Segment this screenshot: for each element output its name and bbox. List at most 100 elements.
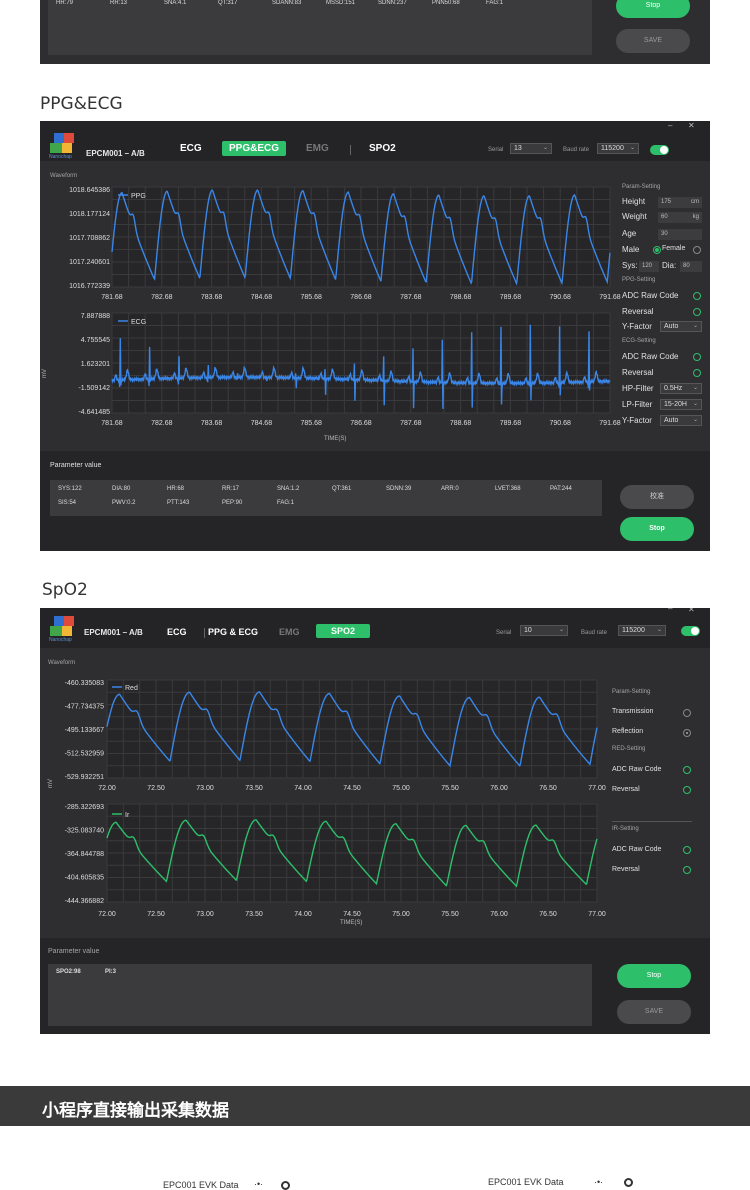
lp-filter-select[interactable]: 15-20H ⌄ — [660, 399, 702, 410]
x-tick-label: 76.50 — [539, 911, 557, 918]
transmission-radio[interactable] — [683, 709, 691, 717]
section-title-spo2: SpO2 — [42, 580, 88, 600]
ppg-chart: 1018.645386 1018.177124 1017.708862 1017.24… — [42, 186, 621, 442]
ir-reversal-radio[interactable] — [683, 866, 691, 874]
ir-adc-radio[interactable] — [683, 846, 691, 854]
ir-setting-header: IR-Setting — [612, 826, 639, 832]
weight-label: Weight — [622, 212, 647, 221]
dia-input[interactable]: 80 — [680, 261, 702, 272]
ppg-reversal-radio[interactable] — [693, 308, 701, 316]
serial-label: Serial — [488, 147, 504, 153]
ppg-adc-radio[interactable] — [693, 292, 701, 300]
ppg-yfactor-select[interactable]: Auto ⌄ — [660, 321, 702, 332]
x-tick-label: 783.68 — [201, 420, 223, 427]
tab-ppg-ecg[interactable]: PPG & ECG — [208, 627, 259, 637]
minimize-icon[interactable]: – — [668, 608, 673, 613]
y-tick-label: -512.532959 — [65, 751, 104, 758]
chevron-down-icon: ⌄ — [656, 627, 662, 633]
calibrate-button[interactable]: 校准 — [620, 485, 694, 509]
weight-input[interactable]: 60 kg — [658, 212, 702, 223]
baud-value: 115200 — [601, 145, 624, 152]
hp-filter-select[interactable]: 0.5Hz ⌄ — [660, 383, 702, 394]
ecg-plot: 7.887888 4.755545 1.623201 -1.509142 -4.6414… — [78, 312, 621, 427]
tab-emg[interactable]: EMG — [306, 143, 329, 154]
serial-select[interactable]: 13 ⌄ — [510, 143, 552, 154]
reflection-label: Reflection — [612, 728, 644, 735]
serial-select[interactable]: 10 ⌄ — [520, 625, 568, 636]
tab-separator — [204, 628, 205, 638]
parameter-area: Parameter value SPO2:98 PI:3 Stop SAVE — [40, 938, 710, 1034]
red-reversal-radio[interactable] — [683, 786, 691, 794]
parameter-value-label: Parameter value — [50, 462, 102, 469]
minimize-icon[interactable]: – — [668, 121, 673, 130]
weight-value: 60 — [661, 214, 668, 220]
reflection-radio[interactable] — [683, 729, 691, 737]
tab-ecg[interactable]: ECG — [167, 627, 187, 637]
x-tick-label: 790.68 — [549, 420, 571, 427]
connect-toggle[interactable] — [681, 626, 700, 636]
close-icon[interactable]: ✕ — [688, 121, 695, 130]
tab-ecg[interactable]: ECG — [180, 143, 202, 154]
x-tick-label: 789.68 — [500, 294, 522, 301]
feature-banner: 小程序直接输出采集数据 — [0, 1086, 750, 1126]
logo-text: Nanochap — [49, 637, 72, 643]
female-radio[interactable] — [693, 246, 701, 254]
close-circle-icon[interactable] — [281, 1181, 290, 1190]
x-tick-label: 787.68 — [400, 294, 422, 301]
param-value: SYS:122 — [58, 486, 82, 492]
tab-spo2[interactable]: SPO2 — [316, 624, 370, 638]
ir-reversal-label: Reversal — [612, 866, 640, 873]
save-button[interactable]: SAVE — [616, 29, 690, 53]
y-tick-label: 4.755545 — [81, 337, 110, 344]
x-tick-label: 74.50 — [343, 911, 361, 918]
y-tick-label: -285.322693 — [65, 804, 104, 811]
ppg-yfactor-label: Y-Factor — [622, 322, 652, 331]
serial-label: Serial — [496, 630, 512, 636]
ecg-reversal-label: Reversal — [622, 368, 654, 377]
ecg-adc-radio[interactable] — [693, 353, 701, 361]
param-value: SIS:54 — [58, 500, 77, 506]
y-tick-label: 1016.772339 — [69, 283, 110, 290]
more-icon[interactable]: ·•· — [594, 1177, 604, 1187]
app-name: EPCM001 – A/B — [84, 628, 143, 637]
ecg-reversal-radio[interactable] — [693, 369, 701, 377]
param-value: SNA:1.2 — [277, 486, 300, 492]
sys-input[interactable]: 120 — [639, 261, 659, 272]
tab-spo2[interactable]: SPO2 — [369, 143, 396, 154]
x-tick-label: 76.00 — [490, 785, 508, 792]
ppg-reversal-label: Reversal — [622, 307, 654, 316]
age-input[interactable]: 30 — [658, 229, 702, 240]
chevron-down-icon: ⌄ — [558, 627, 564, 633]
save-button[interactable]: SAVE — [617, 1000, 691, 1024]
close-icon[interactable]: ✕ — [688, 608, 695, 614]
x-tick-label: 75.00 — [392, 911, 410, 918]
hp-filter-label: HP-Filter — [622, 384, 654, 393]
height-input[interactable]: 175 cm — [658, 197, 702, 208]
mini-app-title: EPC001 EVK Data — [488, 1177, 564, 1187]
close-circle-icon[interactable] — [624, 1178, 633, 1187]
stop-button[interactable]: Stop — [617, 964, 691, 988]
ecg-yfactor-select[interactable]: Auto ⌄ — [660, 415, 702, 426]
red-adc-radio[interactable] — [683, 766, 691, 774]
tab-ppg-ecg[interactable]: PPG&ECG — [222, 141, 287, 156]
connect-toggle[interactable] — [650, 145, 669, 155]
chevron-down-icon: ⌄ — [542, 145, 548, 151]
male-radio[interactable] — [653, 246, 661, 254]
nanochap-logo-icon — [50, 133, 78, 155]
param-value: FAG:1 — [277, 500, 295, 506]
legend-label: PPG — [131, 193, 146, 200]
more-icon[interactable]: ·•· — [254, 1179, 264, 1189]
transmission-label: Transmission — [612, 708, 654, 715]
param-value: SPO2:98 — [56, 969, 81, 975]
tab-emg[interactable]: EMG — [279, 627, 300, 637]
param-setting-header: Param-Setting — [622, 184, 661, 190]
x-tick-label: 788.68 — [450, 294, 472, 301]
section-title-ppg-ecg: PPG&ECG — [40, 94, 123, 114]
y-tick-label: -495.133667 — [65, 727, 104, 734]
stop-button[interactable]: Stop — [620, 517, 694, 541]
param-value: DIA:80 — [112, 486, 131, 492]
stop-button[interactable]: Stop — [616, 0, 690, 18]
x-tick-label: 784.68 — [251, 294, 273, 301]
baud-select[interactable]: 115200 ⌄ — [597, 143, 639, 154]
baud-select[interactable]: 115200 ⌄ — [618, 625, 666, 636]
